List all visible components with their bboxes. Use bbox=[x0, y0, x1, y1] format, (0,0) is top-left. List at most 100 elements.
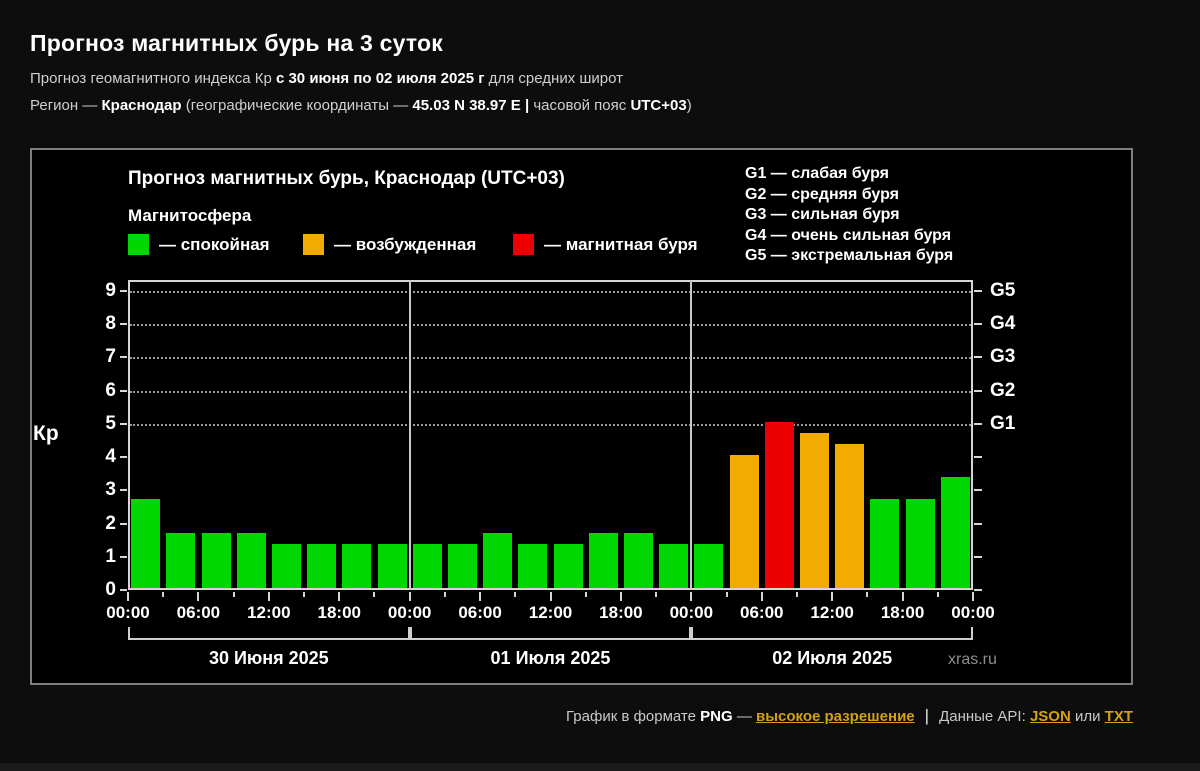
x-tick-label: 18:00 bbox=[880, 603, 925, 622]
kp-bar bbox=[377, 544, 407, 588]
kp-bar bbox=[271, 544, 301, 588]
x-tick bbox=[232, 592, 235, 597]
right-axis-label-G1: G1 bbox=[990, 412, 1016, 434]
chart-panel: Прогноз магнитных бурь, Краснодар (UTC+0… bbox=[30, 148, 1133, 685]
kp-bar bbox=[764, 422, 794, 588]
header: Прогноз магнитных бурь на 3 суток Прогно… bbox=[30, 30, 1170, 114]
kp-bar bbox=[412, 544, 442, 588]
kp-bar bbox=[518, 544, 548, 588]
right-tick bbox=[974, 323, 982, 326]
right-tick bbox=[974, 555, 982, 558]
legend-label: — возбужденная bbox=[334, 234, 477, 254]
y-tick bbox=[120, 356, 127, 359]
day-label: 02 Июля 2025 bbox=[772, 648, 893, 668]
kp-bar bbox=[201, 533, 231, 588]
page-title: Прогноз магнитных бурь на 3 суток bbox=[30, 30, 443, 56]
grid-line-kp6 bbox=[130, 390, 971, 393]
kp-bar bbox=[905, 499, 935, 588]
legend-label: — спокойная bbox=[159, 234, 270, 254]
y-tick bbox=[120, 489, 127, 492]
x-tick-label: 12:00 bbox=[247, 603, 291, 622]
kp-bar bbox=[342, 544, 372, 588]
x-tick bbox=[901, 592, 904, 601]
x-tick-label: 00:00 bbox=[951, 603, 995, 622]
day-label: 30 Июня 2025 bbox=[208, 648, 329, 668]
x-tick-label: 12:00 bbox=[810, 603, 854, 622]
right-axis-label-G2: G2 bbox=[990, 379, 1016, 401]
region-coordinates: 45.03 N 38.97 E | bbox=[412, 97, 530, 114]
kp-bar bbox=[624, 533, 654, 588]
y-tick-label: 0 bbox=[105, 579, 116, 600]
grid-line-kp5 bbox=[130, 423, 971, 426]
x-tick-label: 00:00 bbox=[387, 603, 432, 622]
color-legend: — спокойная — возбужденная — магнитная бур… bbox=[128, 234, 748, 258]
region-timezone: UTC+03 bbox=[630, 97, 687, 114]
x-tick bbox=[936, 592, 939, 597]
kp-bar bbox=[131, 499, 161, 588]
x-tick-label: 18:00 bbox=[599, 603, 643, 622]
y-tick bbox=[120, 422, 127, 425]
right-axis-label-G5: G5 bbox=[990, 279, 1016, 301]
json-api-link[interactable]: JSON bbox=[1029, 708, 1071, 725]
legend-label: — магнитная буря bbox=[544, 234, 698, 254]
kp-bar bbox=[694, 544, 724, 588]
x-tick-label: 18:00 bbox=[317, 603, 361, 622]
x-tick-label: 06:00 bbox=[458, 603, 502, 622]
x-tick bbox=[866, 592, 869, 597]
x-tick bbox=[373, 592, 376, 597]
kp-bar bbox=[236, 533, 266, 588]
high-resolution-link[interactable]: высокое разрешение bbox=[756, 708, 915, 725]
y-tick bbox=[120, 289, 127, 292]
y-tick-label: 2 bbox=[105, 512, 116, 534]
watermark: xras.ru bbox=[948, 651, 997, 668]
right-tick bbox=[974, 289, 982, 292]
right-tick bbox=[974, 356, 982, 359]
chart-title: Прогноз магнитных бурь, Краснодар (UTC+0… bbox=[128, 168, 565, 189]
kp-bar-chart: Кр xras.ru 0 1 2 3 4 5 6 7 8 9 G1 G2 G3 G4 G5 00:00 06:0… bbox=[33, 280, 1015, 668]
forecast-subtitle: Прогноз геомагнитного индекса Кр с 30 ию… bbox=[30, 70, 624, 87]
grid-line-kp7 bbox=[130, 357, 971, 360]
right-tick bbox=[974, 389, 982, 392]
x-tick bbox=[795, 592, 798, 597]
x-tick bbox=[127, 592, 129, 601]
right-tick bbox=[974, 489, 982, 492]
y-tick-label: 9 bbox=[105, 279, 116, 301]
kp-bar bbox=[659, 544, 689, 588]
x-tick bbox=[690, 592, 693, 601]
y-tick-label: 4 bbox=[105, 446, 116, 468]
txt-api-link[interactable]: TXT bbox=[1104, 708, 1133, 725]
day-label: 01 Июля 2025 bbox=[490, 648, 611, 668]
y-tick bbox=[120, 456, 127, 459]
g-scale-legend: G1 — слабая буря G2 — средняя буря G3 — си… bbox=[745, 164, 953, 267]
day-bracket bbox=[691, 627, 973, 640]
x-tick-label: 00:00 bbox=[106, 603, 150, 622]
x-tick bbox=[549, 592, 552, 601]
x-tick bbox=[408, 592, 411, 601]
right-axis-label-G4: G4 bbox=[990, 313, 1016, 335]
x-tick bbox=[584, 592, 587, 597]
y-tick-label: 8 bbox=[105, 313, 116, 335]
x-tick bbox=[479, 592, 482, 601]
x-tick-label: 06:00 bbox=[740, 603, 784, 622]
y-tick bbox=[120, 323, 127, 326]
right-tick bbox=[974, 456, 982, 459]
kp-bar bbox=[307, 544, 337, 588]
x-tick bbox=[760, 592, 763, 601]
x-tick bbox=[267, 592, 270, 601]
g-legend-item: G3 — сильная буря bbox=[745, 206, 900, 223]
region-line: Регион — Краснодар (географические коорд… bbox=[30, 97, 692, 114]
x-tick bbox=[443, 592, 446, 597]
kp-bar bbox=[940, 477, 970, 588]
magnetosphere-label: Магнитосфера bbox=[128, 206, 252, 225]
x-tick-label: 06:00 bbox=[176, 603, 221, 622]
bottom-strip bbox=[0, 763, 1200, 771]
legend-swatch-green bbox=[128, 234, 149, 255]
y-tick bbox=[120, 555, 127, 558]
legend-item-green: — спокойная bbox=[128, 234, 270, 255]
x-tick bbox=[514, 592, 517, 597]
g-legend-item: G2 — средняя буря bbox=[745, 185, 899, 203]
region-name: Краснодар bbox=[101, 97, 182, 114]
legend-item-orange: — возбужденная bbox=[303, 234, 476, 255]
g-legend-item: G4 — очень сильная буря bbox=[745, 226, 952, 244]
